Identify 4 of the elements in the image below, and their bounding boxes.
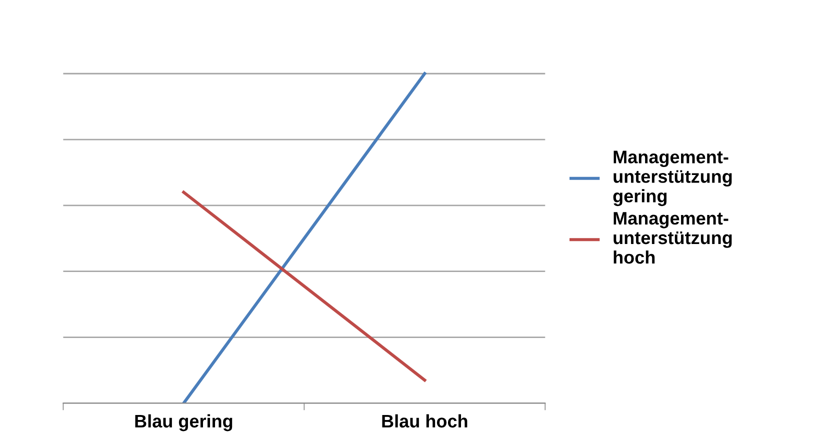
- x-tick-label: Blau gering: [135, 414, 232, 432]
- legend-label: Management- unterstützung gering: [613, 150, 732, 206]
- x-tick-label: Blau hoch: [382, 414, 468, 428]
- legend-label: Management- unterstützung hoch: [614, 212, 732, 264]
